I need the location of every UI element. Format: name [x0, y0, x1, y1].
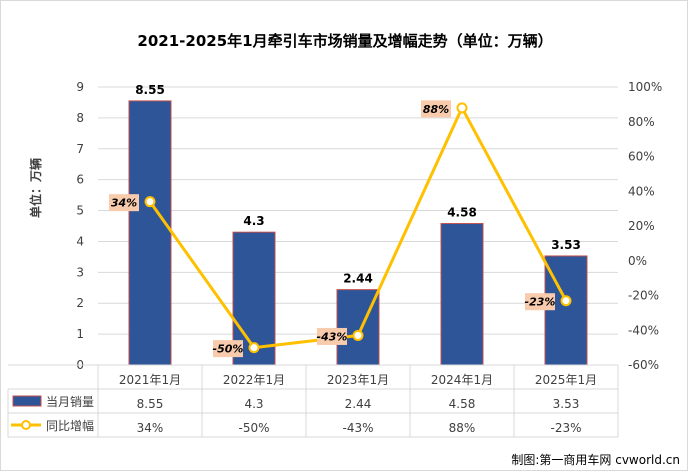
y-tick-label: 6 — [76, 173, 84, 187]
x-tick-label: 2022年1月 — [223, 373, 285, 387]
y-tick-label: 7 — [76, 142, 84, 156]
bar-value-label: 2.44 — [343, 272, 373, 286]
bar — [440, 223, 484, 366]
legend-swatch-marker — [21, 420, 31, 430]
chart-title: 2021-2025年1月牵引车市场销量及增幅走势（单位：万辆） — [137, 32, 552, 50]
bar-value-label: 3.53 — [551, 238, 581, 252]
y2-axis-ticks: -60% -40% -20% 0% 20% 40% 60% 80% 100% — [628, 80, 662, 372]
y-tick-label: 4 — [76, 234, 84, 248]
x-tick-label: 2023年1月 — [327, 373, 389, 387]
y2-tick-label: 80% — [628, 115, 655, 129]
line-label-bg — [317, 327, 347, 345]
x-tick-label: 2025年1月 — [535, 373, 597, 387]
line-value-label: 88% — [423, 103, 449, 116]
line-value-label: -43% — [317, 330, 348, 343]
table-cell: -23% — [550, 421, 581, 435]
line-value-label: -23% — [525, 296, 556, 309]
y-tick-label: 2 — [76, 296, 84, 310]
y2-tick-label: -40% — [628, 323, 659, 337]
table-cell: 3.53 — [553, 397, 580, 411]
bar-value-label: 4.3 — [243, 214, 264, 228]
table-cell: 4.3 — [244, 397, 263, 411]
y-axis-label: 单位：万辆 — [28, 158, 43, 218]
x-tick-label: 2021年1月 — [119, 373, 181, 387]
data-table: 2021年1月 8.55 34% 2022年1月 4.3 -50% 2023年1月 2.44 -… — [7, 364, 619, 438]
table-cell: 4.58 — [449, 397, 476, 411]
legend-swatch-bar — [12, 395, 42, 407]
y-tick-label: 3 — [76, 265, 84, 279]
y-tick-label: 1 — [76, 327, 84, 341]
y-tick-label: 5 — [76, 204, 84, 218]
line-point — [144, 196, 156, 208]
line-value-label: 34% — [111, 197, 137, 210]
bar-value-label: 8.55 — [135, 83, 165, 97]
line-label-bg — [525, 293, 555, 311]
line-point — [456, 102, 468, 114]
y-tick-label: 9 — [76, 80, 84, 94]
line-label-bg — [109, 194, 139, 212]
legend-label: 当月销量 — [46, 395, 94, 409]
y2-tick-label: 0% — [628, 254, 647, 268]
line-value-label: -50% — [213, 343, 244, 356]
legend-label: 同比增幅 — [46, 418, 94, 433]
table-cell: 34% — [137, 421, 164, 435]
y2-tick-label: -20% — [628, 289, 659, 303]
y2-tick-label: 20% — [628, 219, 655, 233]
line-label-bg — [421, 100, 451, 118]
table-cell: 2.44 — [345, 397, 372, 411]
table-cell: 8.55 — [137, 397, 164, 411]
y2-tick-label: 60% — [628, 150, 655, 164]
line-point — [352, 329, 364, 341]
line-label-bg — [213, 340, 243, 358]
x-tick-label: 2024年1月 — [431, 373, 493, 387]
source-credit: 制图:第一商用车网 cvworld.cn — [511, 452, 680, 467]
table-cell: -43% — [342, 421, 373, 435]
line-series: 34% -50% -43% 88% -23% — [109, 100, 572, 358]
bar-labels: 8.55 4.3 2.44 4.58 3.53 — [135, 83, 581, 286]
bar-value-label: 4.58 — [447, 206, 477, 220]
line-point — [560, 295, 572, 307]
table-cell: -50% — [238, 421, 269, 435]
y2-tick-label: 100% — [628, 80, 662, 94]
y2-tick-label: -60% — [628, 358, 659, 372]
table-cell: 88% — [449, 421, 476, 435]
y-tick-label: 8 — [76, 111, 84, 125]
y2-tick-label: 40% — [628, 184, 655, 198]
bar — [128, 100, 172, 366]
line-point — [248, 342, 260, 354]
